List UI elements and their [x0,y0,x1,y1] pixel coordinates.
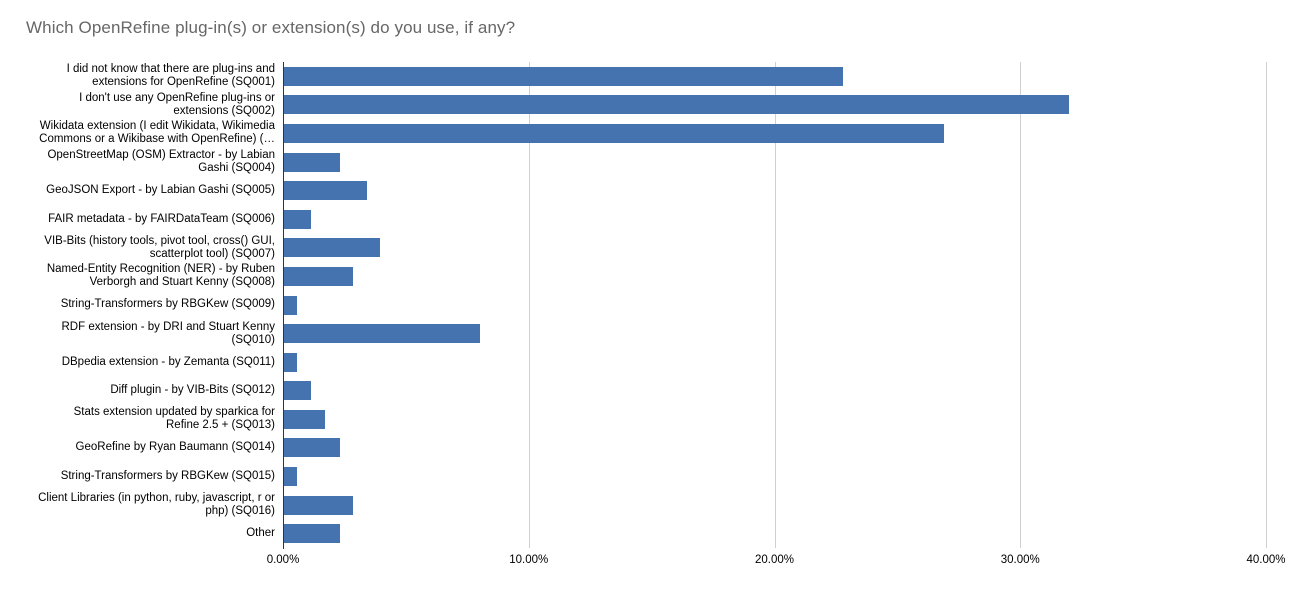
y-axis-label: Named-Entity Recognition (NER) - by Rube… [46,263,275,289]
y-axis-label: FAIR metadata - by FAIRDataTeam (SQ006) [48,212,275,225]
bar-row [283,234,1266,263]
bar-row [283,205,1266,234]
y-axis-label: I did not know that there are plug-ins a… [66,63,275,89]
bar[interactable] [283,409,325,429]
bar-row [283,291,1266,320]
bar-row [283,491,1266,520]
bar-row [283,262,1266,291]
y-axis-label: Stats extension updated by sparkica for … [73,406,275,432]
gridline [1266,62,1267,548]
y-axis-label: Client Libraries (in python, ruby, javas… [38,492,275,518]
y-axis-label: DBpedia extension - by Zemanta (SQ011) [61,355,275,368]
bar-row [283,176,1266,205]
gridline [1020,62,1022,548]
x-axis-tick-labels: 0.00% 10.00% 20.00% 30.00% 40.00% [0,554,1297,574]
x-axis-tick-label: 40.00% [1246,554,1286,566]
y-axis-category-labels: I did not know that there are plug-ins a… [0,62,279,548]
bar[interactable] [283,352,297,372]
bar-row [283,148,1266,177]
bar[interactable] [283,181,367,201]
plot-area [283,62,1267,548]
bar[interactable] [283,524,340,544]
chart-title: Which OpenRefine plug-in(s) or extension… [26,18,516,37]
x-axis-tick-label: 10.00% [509,554,549,566]
y-axis-label: Other [246,527,275,540]
bar-row [283,319,1266,348]
bar[interactable] [283,95,1070,115]
x-axis-tick-label: 0.00% [266,554,300,566]
y-axis-label: String-Transformers by RBGKew (SQ009) [60,298,275,311]
bar[interactable] [283,324,480,344]
gridline [774,62,776,548]
bar-row [283,462,1266,491]
bar-row [283,405,1266,434]
bar[interactable] [283,295,297,315]
y-axis-label: Diff plugin - by VIB-Bits (SQ012) [110,384,275,397]
bar[interactable] [283,209,312,229]
bar[interactable] [283,266,354,286]
bar[interactable] [283,381,312,401]
bar[interactable] [283,438,340,458]
y-axis-label: OpenStreetMap (OSM) Extractor - by Labia… [47,149,275,175]
bar[interactable] [283,123,945,143]
gridline [528,62,530,548]
y-axis-label: GeoRefine by Ryan Baumann (SQ014) [75,441,275,454]
y-axis-line [283,62,284,549]
y-axis-label: GeoJSON Export - by Labian Gashi (SQ005) [46,184,275,197]
bar-row [283,62,1266,91]
bar[interactable] [283,467,297,487]
y-axis-label: I don't use any OpenRefine plug-ins or e… [79,91,275,117]
bar-row [283,119,1266,148]
bar[interactable] [283,152,340,172]
bar-row [283,376,1266,405]
x-axis-tick-label: 20.00% [754,554,795,566]
bar-row [283,434,1266,463]
y-axis-label: Wikidata extension (I edit Wikidata, Wik… [39,120,275,146]
bar[interactable] [283,238,381,258]
y-axis-label: VIB-Bits (history tools, pivot tool, cro… [44,234,275,260]
y-axis-label: String-Transformers by RBGKew (SQ015) [60,470,275,483]
x-axis-tick-label: 30.00% [1000,554,1040,566]
bar[interactable] [283,495,354,515]
bar-row [283,519,1266,548]
bar[interactable] [283,66,844,86]
bar-row [283,348,1266,377]
y-axis-label: RDF extension - by DRI and Stuart Kenny … [61,320,276,346]
bar-row [283,91,1266,120]
